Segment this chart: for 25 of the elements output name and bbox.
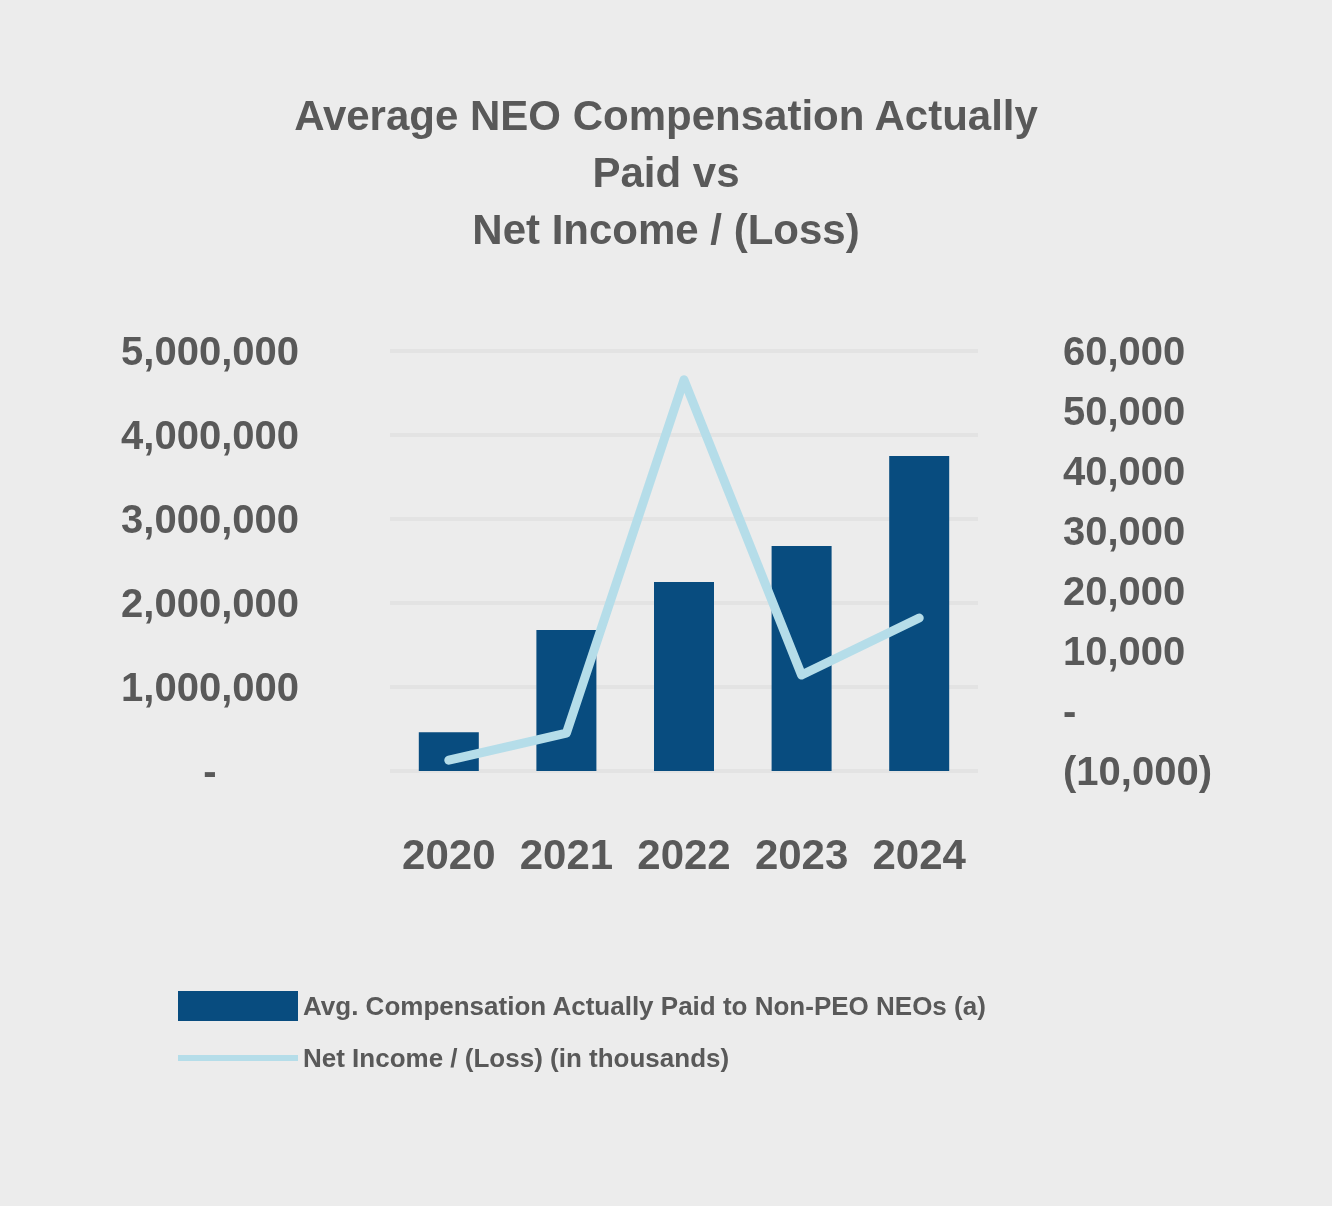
y2-tick-label: 50,000 <box>1063 389 1186 433</box>
bar <box>771 545 832 771</box>
y2-tick-label: (10,000) <box>1063 749 1212 793</box>
chart-title: Average NEO Compensation Actually Paid vs Net Income / (Loss) <box>294 92 1039 253</box>
x-tick-label: 2021 <box>519 830 614 878</box>
y-tick-label: 1,000,000 <box>121 665 299 709</box>
y-tick-label: 3,000,000 <box>121 497 299 541</box>
bar <box>654 582 714 771</box>
y2-tick-label: 10,000 <box>1063 629 1186 673</box>
y-tick-label: 2,000,000 <box>121 581 299 625</box>
y2-tick-label: 40,000 <box>1063 449 1186 493</box>
x-tick-label: 2024 <box>872 830 967 878</box>
y-tick-label: 4,000,000 <box>121 413 299 457</box>
y-tick-label: 5,000,000 <box>121 329 299 373</box>
x-tick-label: 2020 <box>402 830 496 878</box>
y2-tick-label: 30,000 <box>1063 509 1186 553</box>
legend-label: Net Income / (Loss) (in thousands) <box>303 1043 730 1073</box>
y2-tick-label: 60,000 <box>1063 329 1186 373</box>
legend-label: Avg. Compensation Actually Paid to Non-PEO NEOs (a) <box>303 991 986 1021</box>
x-tick-label: 2022 <box>637 830 731 878</box>
x-tick-label: 2023 <box>754 830 849 878</box>
y2-tick-label: 20,000 <box>1063 569 1186 613</box>
y-tick-label: - <box>203 749 217 793</box>
y2-tick-label: - <box>1063 689 1077 733</box>
bar <box>889 456 950 771</box>
